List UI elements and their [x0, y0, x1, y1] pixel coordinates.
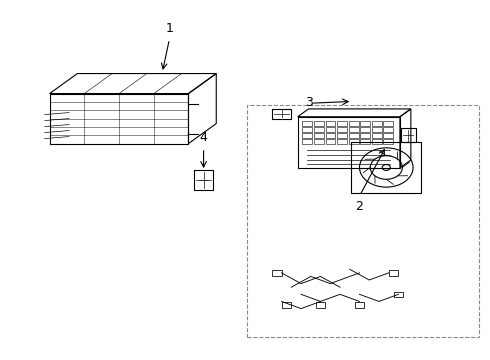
Text: 4: 4 [199, 131, 208, 144]
Bar [355, 302, 365, 308]
Bar [316, 302, 325, 308]
Text: 3: 3 [305, 96, 313, 109]
Bar [194, 170, 213, 190]
Bar [393, 292, 403, 297]
Bar [247, 105, 479, 337]
Bar [282, 302, 291, 308]
Bar [272, 109, 291, 119]
Bar [389, 270, 398, 275]
Text: 2: 2 [356, 200, 364, 213]
Bar [401, 128, 416, 143]
Bar [272, 270, 282, 275]
Text: 1: 1 [166, 22, 173, 35]
